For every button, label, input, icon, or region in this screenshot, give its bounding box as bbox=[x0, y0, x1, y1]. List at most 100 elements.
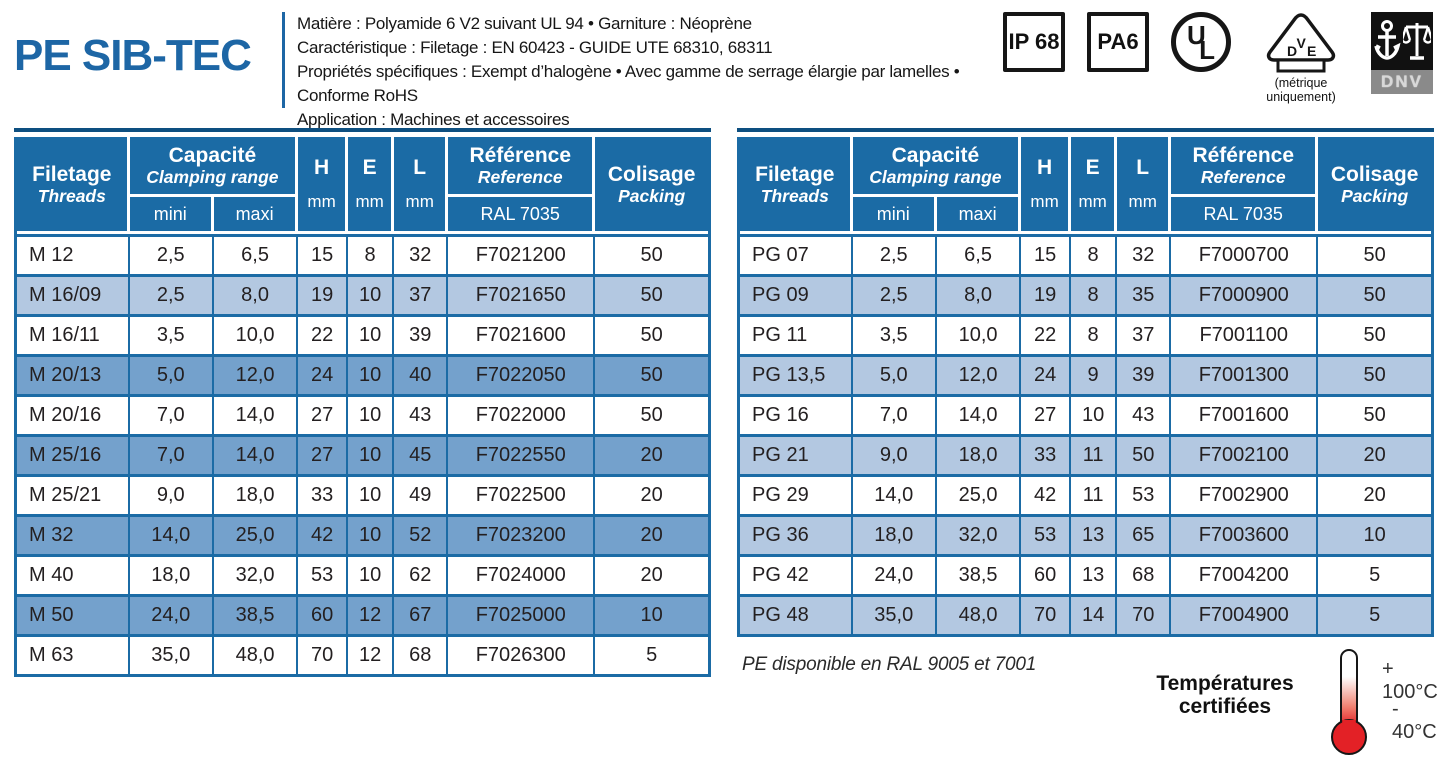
cell-l: 49 bbox=[394, 474, 449, 514]
table-row: PG 16 7,0 14,0 27 10 43 F7001600 50 bbox=[740, 394, 1431, 434]
cell-packing: 5 bbox=[1318, 554, 1431, 594]
svg-text:E: E bbox=[1307, 43, 1316, 59]
col-header-e: E mm bbox=[1070, 137, 1118, 234]
certified-temperatures: Températures certifiées + 100°C - 40°C bbox=[1150, 646, 1443, 756]
cell-h: 53 bbox=[298, 554, 348, 594]
cell-e: 11 bbox=[1070, 434, 1118, 474]
cell-mini: 2,5 bbox=[852, 234, 937, 274]
cell-h: 33 bbox=[1021, 434, 1071, 474]
cell-thread: PG 07 bbox=[740, 234, 853, 274]
cell-l: 68 bbox=[1117, 554, 1172, 594]
cell-packing: 50 bbox=[1318, 314, 1431, 354]
cell-l: 53 bbox=[1117, 474, 1172, 514]
cell-l: 39 bbox=[1117, 354, 1172, 394]
table-row: M 20/13 5,0 12,0 24 10 40 F7022050 50 bbox=[17, 354, 708, 394]
cell-packing: 20 bbox=[595, 514, 708, 554]
dnv-certification-icon: DNV bbox=[1371, 12, 1433, 94]
cell-h: 19 bbox=[298, 274, 348, 314]
cell-ref: F7021650 bbox=[448, 274, 596, 314]
cell-mini: 2,5 bbox=[129, 234, 214, 274]
cell-maxi: 10,0 bbox=[213, 314, 299, 354]
metric-table-body: M 12 2,5 6,5 15 8 32 F7021200 50 M 16/09 2,5 8,0 19… bbox=[17, 234, 708, 674]
cell-l: 37 bbox=[394, 274, 449, 314]
cell-maxi: 14,0 bbox=[936, 394, 1022, 434]
cell-h: 60 bbox=[1021, 554, 1071, 594]
vde-caption: (métrique uniquement) bbox=[1266, 76, 1336, 104]
col-header-h: H mm bbox=[298, 137, 348, 234]
scales-icon bbox=[1403, 23, 1431, 60]
col-header-h: H mm bbox=[1021, 137, 1071, 234]
cell-packing: 20 bbox=[1318, 434, 1431, 474]
cell-h: 22 bbox=[298, 314, 348, 354]
cell-l: 68 bbox=[394, 634, 449, 674]
cell-ref: F7001100 bbox=[1171, 314, 1319, 354]
dnv-symbols bbox=[1371, 12, 1433, 70]
cell-mini: 9,0 bbox=[129, 474, 214, 514]
col-header-mini: mini bbox=[129, 197, 214, 234]
description-line: Propriétés spécifiques : Exempt d’halogè… bbox=[297, 62, 960, 105]
header-mm: mm bbox=[1078, 192, 1107, 211]
cell-mini: 18,0 bbox=[129, 554, 214, 594]
header-l: L bbox=[413, 156, 427, 179]
header-colisage-fr: Colisage bbox=[1330, 162, 1419, 186]
table-row: M 40 18,0 32,0 53 10 62 F7024000 20 bbox=[17, 554, 708, 594]
cell-mini: 24,0 bbox=[129, 594, 214, 634]
header-h: H bbox=[1037, 156, 1053, 179]
temperature-min: - 40°C bbox=[1392, 698, 1437, 743]
header-filetage-fr: Filetage bbox=[32, 162, 112, 186]
cell-h: 27 bbox=[298, 434, 348, 474]
cell-thread: M 32 bbox=[17, 514, 130, 554]
cell-thread: M 16/11 bbox=[17, 314, 130, 354]
table-row: PG 07 2,5 6,5 15 8 32 F7000700 50 bbox=[740, 234, 1431, 274]
metric-table-block: Filetage Threads Capacité Clamping range… bbox=[14, 128, 711, 677]
svg-text:D: D bbox=[1287, 43, 1297, 59]
cell-l: 40 bbox=[394, 354, 449, 394]
cell-l: 43 bbox=[1117, 394, 1172, 434]
cell-thread: M 25/21 bbox=[17, 474, 130, 514]
cell-ref: F7004200 bbox=[1171, 554, 1319, 594]
cell-l: 52 bbox=[394, 514, 449, 554]
ul-certification-icon: U L bbox=[1171, 12, 1231, 72]
header-threads-en: Threads bbox=[760, 185, 829, 206]
cell-thread: PG 48 bbox=[740, 594, 853, 634]
cell-h: 15 bbox=[298, 234, 348, 274]
cell-maxi: 38,5 bbox=[936, 554, 1022, 594]
cell-h: 42 bbox=[298, 514, 348, 554]
cell-e: 10 bbox=[347, 434, 395, 474]
cell-mini: 7,0 bbox=[129, 394, 214, 434]
col-header-filetage: Filetage Threads bbox=[740, 137, 853, 234]
cell-packing: 20 bbox=[595, 474, 708, 514]
pa6-badge: PA6 bbox=[1087, 12, 1149, 72]
cell-packing: 50 bbox=[1318, 274, 1431, 314]
brand-block: PE SIB-TEC bbox=[14, 6, 282, 106]
cell-h: 33 bbox=[298, 474, 348, 514]
cell-mini: 24,0 bbox=[852, 554, 937, 594]
col-header-l: L mm bbox=[1117, 137, 1172, 234]
header-reference-en: Reference bbox=[477, 167, 563, 187]
cell-h: 22 bbox=[1021, 314, 1071, 354]
cell-e: 12 bbox=[347, 594, 395, 634]
page-title: PE SIB-TEC bbox=[14, 31, 252, 80]
cell-packing: 20 bbox=[595, 434, 708, 474]
cell-maxi: 10,0 bbox=[936, 314, 1022, 354]
ral-availability-note: PE disponible en RAL 9005 et 7001 bbox=[742, 654, 1037, 675]
cell-maxi: 14,0 bbox=[213, 434, 299, 474]
cell-maxi: 32,0 bbox=[213, 554, 299, 594]
cell-h: 27 bbox=[298, 394, 348, 434]
cell-l: 62 bbox=[394, 554, 449, 594]
header-mm: mm bbox=[1030, 192, 1059, 211]
header-l: L bbox=[1136, 156, 1150, 179]
vde-certification-icon: D V E (métrique uniquement) bbox=[1253, 12, 1349, 104]
cell-ref: F7000700 bbox=[1171, 234, 1319, 274]
col-header-filetage: Filetage Threads bbox=[17, 137, 130, 234]
cell-mini: 14,0 bbox=[852, 474, 937, 514]
cell-mini: 2,5 bbox=[129, 274, 214, 314]
header-packing-en: Packing bbox=[618, 185, 686, 206]
header-e: E bbox=[362, 156, 377, 179]
cell-packing: 50 bbox=[595, 234, 708, 274]
cell-e: 13 bbox=[1070, 514, 1118, 554]
header-colisage-fr: Colisage bbox=[607, 162, 696, 186]
cell-packing: 50 bbox=[1318, 234, 1431, 274]
cell-h: 60 bbox=[298, 594, 348, 634]
col-header-reference: Référence Reference bbox=[1171, 137, 1319, 197]
